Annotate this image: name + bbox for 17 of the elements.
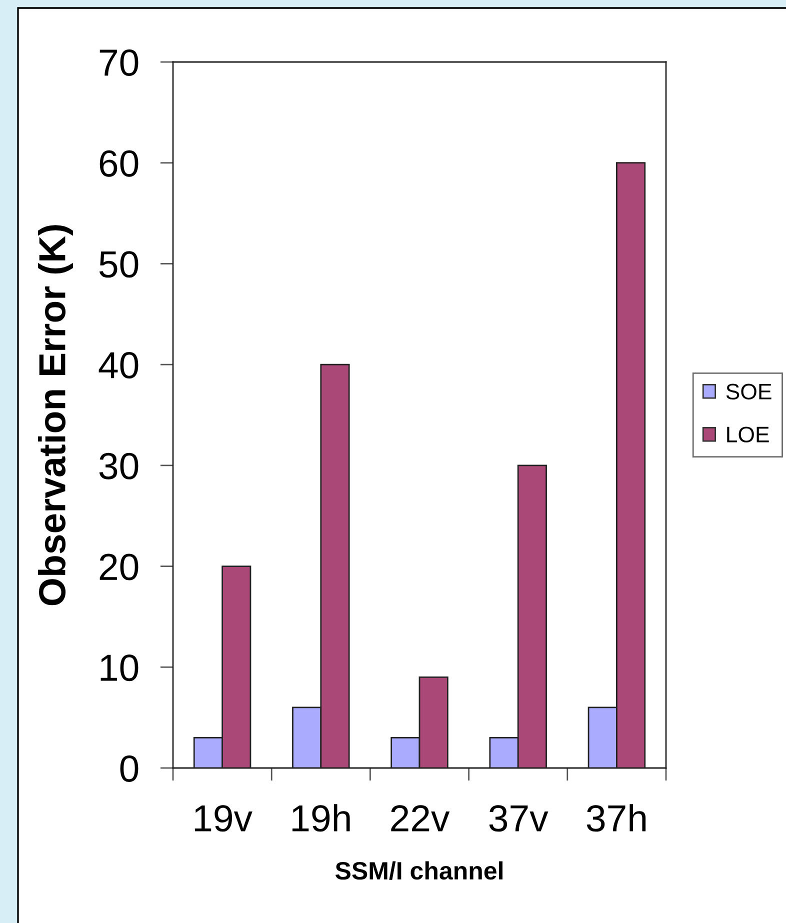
x-axis-title: SSM/I channel [335,861,502,880]
x-tick-label: 22v [391,805,450,832]
x-tick-label: 19h [292,804,350,832]
x-tick-label: 19v [194,805,252,832]
y-tick-label: 70 [100,49,138,76]
y-tick-label: 20 [100,554,138,580]
y-tick-label: 0 [120,755,138,782]
y-tick-label: 50 [99,251,138,278]
legend-label: LOE [727,426,769,442]
y-tick-label: 60 [100,150,138,177]
x-tick-label: 37h [586,804,646,832]
y-tick-label: 30 [99,452,138,480]
x-tick-label: 37v [489,805,548,832]
y-axis-title: Observation Error (K) [38,225,73,606]
y-tick-label: 10 [100,654,138,682]
legend-label: SOE [726,384,772,400]
y-tick-label: 40 [98,352,138,379]
